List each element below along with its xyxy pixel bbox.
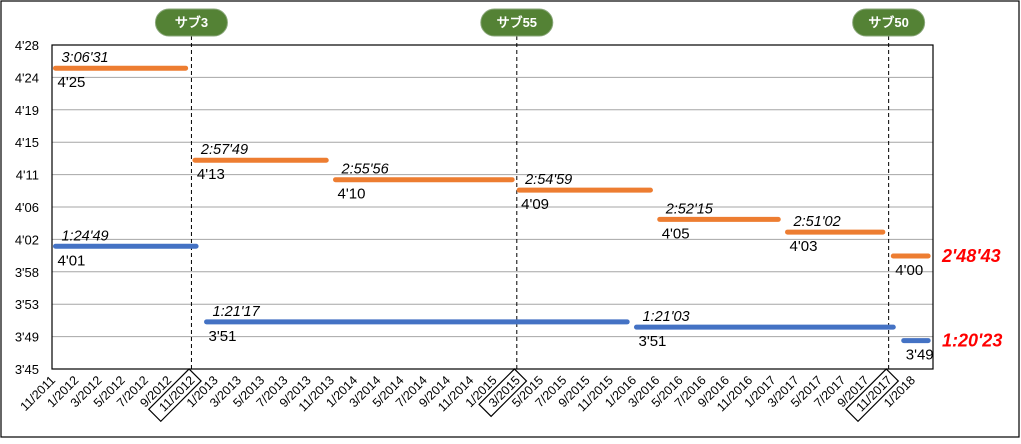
- pace-label: 4'00: [895, 262, 923, 279]
- milestone-badge: [480, 8, 554, 37]
- pace-label: 4'01: [57, 252, 85, 269]
- x-tick-highlight-box: [147, 368, 202, 423]
- plot-area: [51, 44, 934, 370]
- milestone-badge-label: サブ50: [868, 15, 908, 30]
- pace-label: 4'13: [197, 166, 225, 183]
- y-tick-label: 3'58: [15, 265, 39, 280]
- y-tick-label: 4'11: [16, 168, 39, 183]
- milestone-badge-label: サブ3: [175, 15, 208, 30]
- milestone-badge-label: サブ55: [497, 15, 537, 30]
- race-time-label: 3:06'31: [61, 50, 108, 66]
- race-time-label: 2:52'15: [665, 201, 714, 217]
- pace-label: 3'49: [906, 347, 934, 364]
- pace-label: 4'25: [57, 74, 85, 91]
- y-tick-label: 3'49: [15, 330, 39, 345]
- pace-label: 4'09: [521, 196, 549, 213]
- milestone-badge: [852, 8, 926, 37]
- pace-label: 3'51: [638, 333, 666, 350]
- y-tick-label: 4'19: [15, 103, 39, 118]
- y-tick-label: 4'28: [15, 38, 39, 53]
- record-time-label: 1:20'23: [942, 331, 1002, 351]
- race-time-label: 2:57'49: [200, 142, 248, 158]
- race-time-label: 1:21'03: [642, 309, 689, 325]
- x-tick-highlight-box: [478, 368, 528, 418]
- y-tick-label: 4'24: [15, 70, 39, 85]
- record-time-label: 2'48'43: [941, 246, 1001, 266]
- milestone-badge: [154, 8, 228, 37]
- y-tick-label: 4'06: [15, 200, 39, 215]
- pace-label: 4'10: [338, 186, 366, 203]
- y-tick-label: 3'53: [15, 297, 39, 312]
- pace-label: 3'51: [209, 328, 237, 345]
- race-time-label: 1:21'17: [213, 304, 261, 320]
- y-tick-label: 4'02: [15, 232, 39, 247]
- pace-label: 4'05: [662, 225, 690, 242]
- x-tick-highlight-box: [845, 368, 900, 423]
- y-tick-label: 4'15: [15, 135, 39, 150]
- y-tick-label: 3'45: [15, 362, 39, 377]
- race-time-label: 2:51'02: [793, 214, 841, 230]
- race-time-label: 1:24'49: [61, 228, 108, 244]
- race-time-label: 2:55'56: [341, 162, 390, 178]
- race-time-label: 2:54'59: [524, 172, 572, 188]
- pace-label: 4'03: [790, 238, 818, 255]
